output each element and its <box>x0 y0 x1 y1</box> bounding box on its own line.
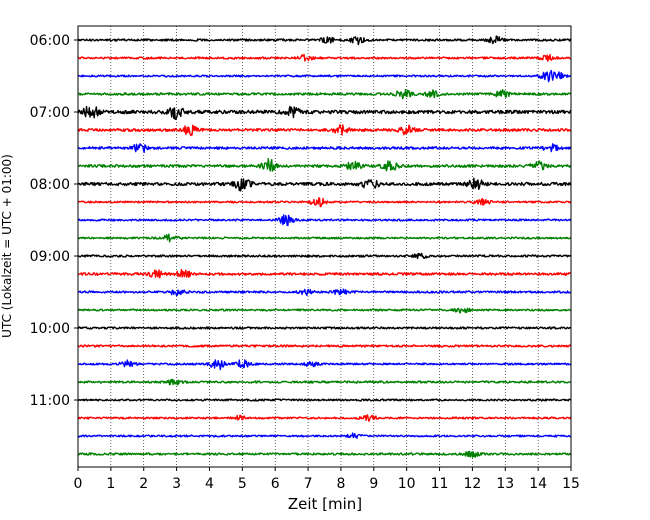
trace-line <box>77 124 572 137</box>
trace-line <box>77 214 572 227</box>
trace-line <box>77 344 572 348</box>
y-tick-label: 08:00 <box>30 177 70 193</box>
y-tick-label: 06:00 <box>30 33 70 49</box>
x-tick-label: 2 <box>139 476 148 492</box>
trace-line <box>77 143 572 153</box>
trace-line <box>77 35 572 46</box>
x-tick-label: 15 <box>562 476 580 492</box>
y-tick-label: 11:00 <box>30 393 70 409</box>
seismogram-traces <box>77 35 572 458</box>
x-tick-label: 8 <box>336 476 345 492</box>
trace-line <box>77 197 572 208</box>
x-tick-label: 3 <box>172 476 181 492</box>
y-tick-label: 07:00 <box>30 105 70 121</box>
trace-line <box>77 89 572 100</box>
trace-line <box>77 69 572 83</box>
y-axis-ticks: 06:00 07:00 08:00 09:00 10:00 11:00 <box>30 33 78 409</box>
x-tick-label: 7 <box>304 476 313 492</box>
trace-line <box>77 269 572 279</box>
trace-line <box>77 158 572 172</box>
x-tick-label: 12 <box>463 476 481 492</box>
plot-frame <box>77 25 572 468</box>
trace-line <box>77 233 572 243</box>
x-tick-label: 0 <box>74 476 83 492</box>
x-axis-label: Zeit [min] <box>288 495 362 513</box>
trace-line <box>77 177 572 192</box>
x-tick-label: 13 <box>496 476 514 492</box>
trace-line <box>77 414 572 422</box>
trace-line <box>77 398 572 402</box>
x-tick-label: 10 <box>398 476 416 492</box>
trace-line <box>77 105 572 120</box>
trace-line <box>77 378 571 386</box>
y-axis-label: UTC (Lokalzeit = UTC + 01:00) <box>0 154 14 338</box>
trace-line <box>77 450 572 458</box>
x-tick-label: 5 <box>238 476 247 492</box>
trace-line <box>77 359 572 371</box>
x-axis-ticks: 0 1 2 3 4 5 6 7 8 9 10 11 12 13 14 15 <box>74 467 580 492</box>
x-tick-label: 14 <box>529 476 547 492</box>
trace-line <box>77 432 571 439</box>
trace-line <box>78 326 572 330</box>
trace-line <box>77 307 572 314</box>
x-tick-label: 9 <box>369 476 378 492</box>
trace-line <box>77 288 572 297</box>
y-tick-label: 10:00 <box>30 321 70 337</box>
x-tick-label: 4 <box>205 476 214 492</box>
trace-line <box>78 54 572 62</box>
y-tick-label: 09:00 <box>30 249 70 265</box>
x-tick-label: 11 <box>431 476 449 492</box>
x-tick-label: 6 <box>271 476 280 492</box>
trace-line <box>77 252 572 260</box>
x-tick-label: 1 <box>106 476 115 492</box>
